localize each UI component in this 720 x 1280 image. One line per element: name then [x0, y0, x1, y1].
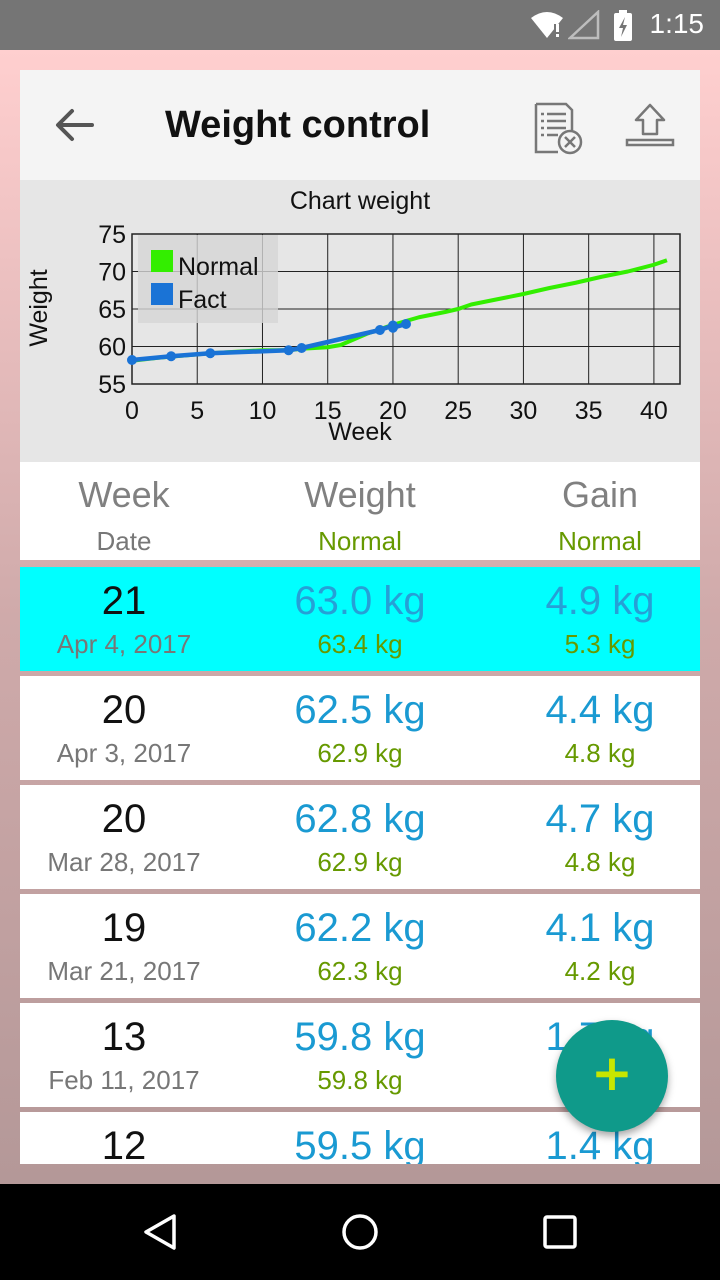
x-tick-label: 35 [575, 397, 603, 425]
header-gain: Gain [561, 474, 639, 515]
page-title: Weight control [165, 104, 431, 146]
x-tick-label: 0 [125, 397, 139, 425]
row-gain-normal: 4.8 kg [564, 738, 636, 768]
row-weight: 63.0 kg [294, 579, 426, 623]
battery-charging-icon [614, 10, 632, 41]
fact-point [387, 322, 398, 333]
fact-point [127, 355, 137, 365]
legend-fact-swatch [151, 283, 173, 305]
clock: 1:15 [649, 8, 705, 39]
row-date: Apr 4, 2017 [56, 629, 192, 659]
row-gain: 4.4 kg [545, 688, 655, 732]
y-tick-label: 70 [98, 259, 126, 287]
fact-point [205, 348, 216, 359]
row-week: 13 [101, 1015, 147, 1059]
y-tick-label: 55 [98, 371, 126, 399]
x-tick-label: 10 [249, 397, 277, 425]
add-entry-button[interactable]: + [556, 1020, 668, 1132]
fact-point [283, 345, 294, 356]
back-arrow-icon[interactable] [52, 105, 100, 145]
fact-point [374, 325, 385, 335]
row-weight: 62.5 kg [294, 688, 426, 732]
header-gain-normal: Normal [558, 526, 642, 556]
row-weight: 59.8 kg [294, 1015, 426, 1059]
legend-normal-swatch [151, 250, 173, 272]
row-gain-normal: 4.2 kg [564, 956, 636, 986]
status-bar: 1:15 [0, 0, 720, 50]
x-tick-label: 15 [314, 397, 342, 425]
fact-point [166, 351, 177, 362]
recents-nav-icon[interactable] [542, 1214, 578, 1250]
x-tick-label: 30 [510, 397, 538, 425]
row-weight-normal: 62.9 kg [317, 738, 403, 768]
legend-normal-label: Normal [178, 253, 259, 281]
row-gain: 4.7 kg [545, 797, 655, 841]
chart-svg: Chart weight 0 5 10 15 20 25 30 35 407570656055 … [25, 187, 681, 446]
row-weight: 59.5 kg [294, 1124, 426, 1164]
header-date: Date [96, 526, 152, 556]
x-tick-label: 20 [379, 397, 407, 425]
fact-point [296, 343, 307, 353]
row-weight: 62.8 kg [294, 797, 426, 841]
clear-list-icon[interactable] [530, 100, 586, 156]
row-week: 21 [101, 579, 147, 623]
row-gain: 4.9 kg [545, 579, 655, 623]
y-tick-label: 60 [98, 334, 126, 362]
upload-icon[interactable] [624, 102, 676, 148]
signal-icon [568, 10, 600, 40]
plus-icon: + [591, 1044, 633, 1102]
fact-point [401, 319, 411, 329]
list-item[interactable]: 20 Apr 3, 2017 62.5 kg 62.9 kg 4.4 kg 4.… [20, 676, 700, 780]
weight-chart: Chart weight 0 5 10 15 20 25 30 35 40 75 70 65 60 55 … [20, 180, 700, 462]
chart-title: Chart weight [290, 187, 430, 215]
wifi-icon [531, 12, 563, 38]
list-item[interactable]: 20 Mar 28, 2017 62.8 kg 62.9 kg 4.7 kg 4… [20, 785, 700, 889]
x-tick-label: 25 [444, 397, 472, 425]
row-weight-normal: 63.4 kg [317, 629, 403, 659]
row-week: 20 [101, 688, 147, 732]
row-gain: 4.1 kg [545, 906, 655, 950]
back-nav-icon[interactable] [140, 1212, 180, 1252]
x-tick-label: 40 [640, 397, 668, 425]
x-axis-label: Week [328, 418, 392, 446]
list-item[interactable]: 19 Mar 21, 2017 62.2 kg 62.3 kg 4.1 kg 4… [20, 894, 700, 998]
legend-fact-label: Fact [178, 286, 227, 314]
y-tick-label: 75 [98, 221, 126, 249]
row-weight-normal: 59.8 kg [317, 1065, 403, 1095]
row-week: 19 [101, 906, 147, 950]
row-gain-normal: 4.8 kg [564, 847, 636, 877]
row-date: Mar 21, 2017 [47, 956, 201, 986]
x-tick-label: 5 [190, 397, 204, 425]
row-date: Mar 28, 2017 [47, 847, 201, 877]
y-tick-label: 65 [98, 296, 126, 324]
chart-ticks: 0 5 10 15 20 25 30 35 40 75 70 65 60 55 [98, 221, 668, 425]
header-weight-normal: Normal [318, 526, 402, 556]
row-week: 20 [101, 797, 147, 841]
navigation-bar [0, 1184, 720, 1280]
header-weight: Weight [304, 474, 416, 515]
row-date: Apr 3, 2017 [56, 738, 192, 768]
header-week: Week [78, 474, 170, 515]
list-header: Week Date Weight Normal Gain Normal [20, 462, 700, 560]
row-weight: 62.2 kg [294, 906, 426, 950]
chart-legend: Normal Fact [138, 235, 278, 323]
row-week: 12 [101, 1124, 147, 1164]
chart-series [127, 258, 668, 365]
row-weight-normal: 62.9 kg [317, 847, 403, 877]
row-date: Feb 11, 2017 [48, 1065, 200, 1095]
home-nav-icon[interactable] [340, 1212, 380, 1252]
y-axis-label: Weight [25, 269, 53, 346]
row-gain-normal: 5.3 kg [564, 629, 636, 659]
list-item[interactable]: 21 Apr 4, 2017 63.0 kg 63.4 kg 4.9 kg 5.… [20, 567, 700, 671]
row-weight-normal: 62.3 kg [317, 956, 403, 986]
toolbar: Weight control [20, 70, 700, 180]
